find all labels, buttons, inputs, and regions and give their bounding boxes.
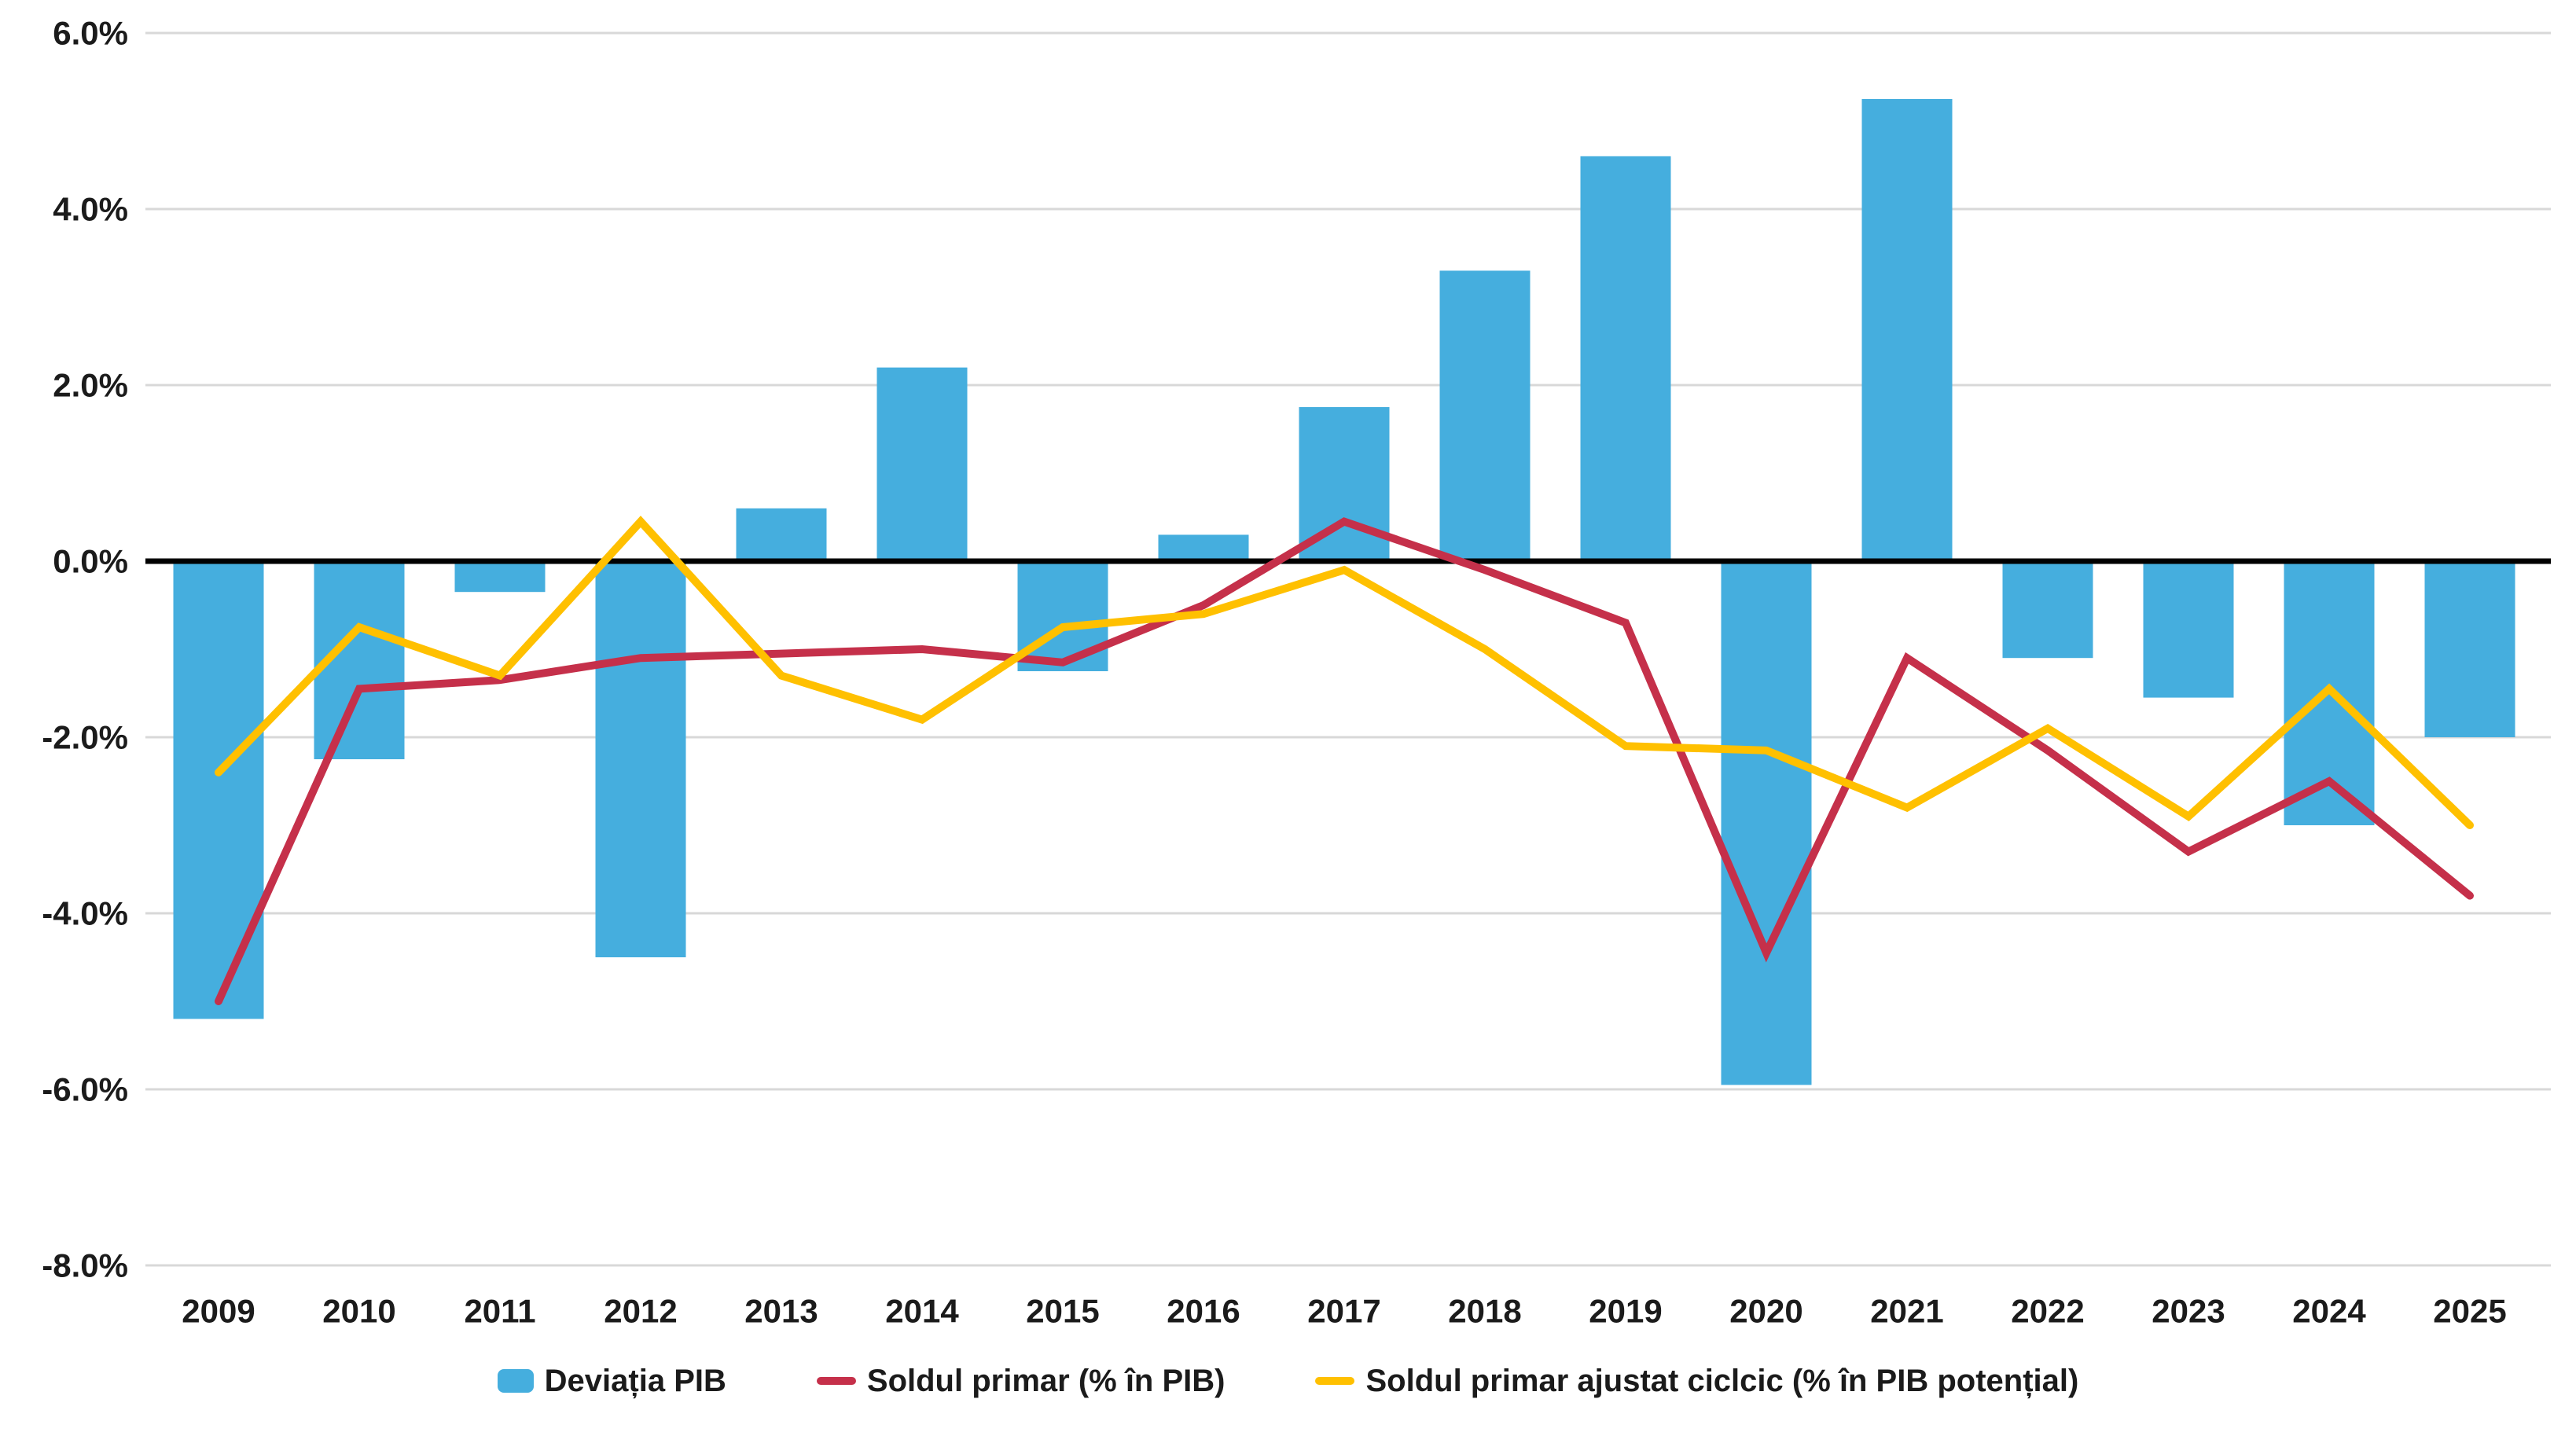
bar-2022 [2002,561,2093,659]
bar-2020 [1721,561,1812,1085]
bar-2013 [736,508,827,561]
x-axis-label-2017: 2017 [1307,1293,1380,1330]
y-axis-label-4.0%: 4.0% [53,191,128,228]
x-axis-label-2012: 2012 [604,1293,677,1330]
x-axis-label-2020: 2020 [1729,1293,1802,1330]
x-axis-label-2025: 2025 [2433,1293,2506,1330]
bar-2015 [1017,561,1108,671]
x-axis-label-2023: 2023 [2152,1293,2225,1330]
bar-2021 [1861,99,1953,561]
legend-yellow-line-swatch-icon [1315,1377,1355,1385]
y-axis-label--2.0%: -2.0% [42,719,128,756]
line-series-soldul-primar [215,517,2474,1005]
y-axis-label--8.0%: -8.0% [42,1247,128,1284]
y-axis-label-2.0%: 2.0% [53,367,128,404]
bar-2018 [1439,270,1531,561]
x-axis-label-2021: 2021 [1870,1293,1943,1330]
bar-2011 [454,561,546,593]
bar-2019 [1580,156,1671,562]
legend-label-soldul-primar-ajustat: Soldul primar ajustat ciclcic (% în PIB … [1365,1363,2079,1398]
legend-item-soldul-primar: Soldul primar (% în PIB) [816,1363,1226,1399]
legend-label-deviatia-pib: Deviația PIB [544,1363,726,1398]
x-axis-label-2018: 2018 [1448,1293,1521,1330]
x-axis-label-2019: 2019 [1589,1293,1662,1330]
y-axis-label--6.0%: -6.0% [42,1071,128,1108]
x-axis-label-2009: 2009 [182,1293,255,1330]
y-axis-label-6.0%: 6.0% [53,15,128,52]
y-axis-label-0.0%: 0.0% [53,543,128,580]
y-axis-label--4.0%: -4.0% [42,895,128,932]
bar-2016 [1158,534,1249,561]
x-axis-label-2010: 2010 [322,1293,395,1330]
bar-2025 [2424,561,2515,737]
legend-item-soldul-primar-ajustat: Soldul primar ajustat ciclcic (% în PIB … [1315,1364,2078,1399]
x-axis-label-2022: 2022 [2011,1293,2084,1330]
bar-2014 [876,367,968,561]
x-axis-label-2014: 2014 [885,1293,959,1330]
legend-item-deviatia-pib: Deviația PIB [497,1363,726,1399]
legend-bar-swatch-icon [497,1369,534,1393]
x-axis-label-2011: 2011 [464,1293,535,1330]
bar-2023 [2143,561,2234,698]
bar-2009 [173,561,264,1019]
x-axis-label-2016: 2016 [1167,1293,1240,1330]
line-series-soldul-primar-ajustat [215,516,2474,829]
x-axis-label-2024: 2024 [2292,1293,2366,1330]
legend-red-line-swatch-icon [816,1377,856,1385]
legend: Deviația PIB Soldul primar (% în PIB) So… [0,1350,2576,1412]
legend-label-soldul-primar: Soldul primar (% în PIB) [866,1363,1226,1398]
x-axis-label-2015: 2015 [1026,1293,1099,1330]
x-axis-label-2013: 2013 [744,1293,818,1330]
bar-2012 [595,561,686,957]
